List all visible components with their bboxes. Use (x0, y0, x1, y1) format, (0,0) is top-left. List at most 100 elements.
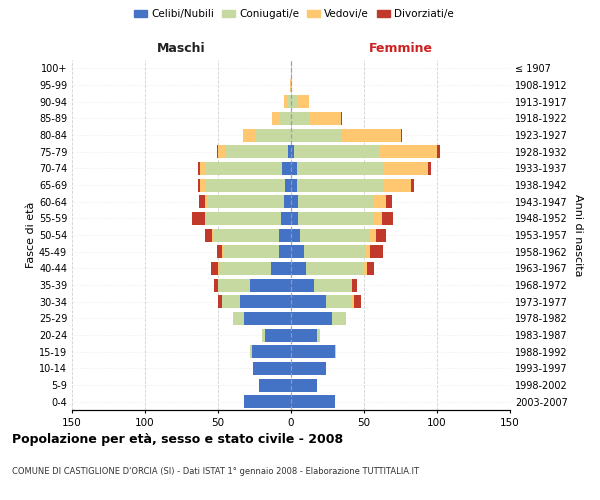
Bar (294, 145, 379, 158)
Bar (218, 145, 226, 158)
Bar (332, 312, 346, 325)
Text: Popolazione per età, sesso e stato civile - 2008: Popolazione per età, sesso e stato civil… (12, 432, 343, 446)
Bar (223, 295, 240, 308)
Bar (243, 128, 254, 141)
Bar (288, 145, 291, 158)
Bar (265, 328, 291, 342)
Bar (352, 295, 354, 308)
Bar (291, 328, 317, 342)
Bar (259, 378, 291, 392)
Bar (370, 245, 383, 258)
Bar (224, 245, 280, 258)
Bar (365, 245, 370, 258)
Bar (385, 178, 411, 192)
Bar (218, 278, 250, 291)
Bar (280, 245, 291, 258)
Bar (370, 228, 376, 241)
Bar (281, 212, 291, 225)
Bar (291, 278, 314, 291)
Bar (199, 195, 205, 208)
Text: COMUNE DI CASTIGLIONE D'ORCIA (SI) - Dati ISTAT 1° gennaio 2008 - Elaborazione T: COMUNE DI CASTIGLIONE D'ORCIA (SI) - Dat… (12, 468, 419, 476)
Y-axis label: Anni di nascita: Anni di nascita (573, 194, 583, 276)
Bar (285, 178, 291, 192)
Bar (205, 228, 212, 241)
Bar (262, 328, 265, 342)
Bar (297, 162, 385, 175)
Bar (205, 195, 208, 208)
Text: Femmine: Femmine (368, 42, 433, 55)
Bar (385, 162, 428, 175)
Bar (272, 112, 280, 125)
Bar (291, 78, 292, 92)
Bar (192, 212, 205, 225)
Bar (197, 178, 200, 192)
Bar (291, 178, 297, 192)
Bar (206, 162, 282, 175)
Bar (291, 112, 308, 125)
Bar (217, 145, 218, 158)
Bar (314, 278, 351, 291)
Bar (284, 195, 291, 208)
Bar (200, 162, 206, 175)
Bar (298, 195, 374, 208)
Bar (291, 128, 342, 141)
Bar (305, 262, 364, 275)
Bar (326, 295, 352, 308)
Bar (220, 262, 271, 275)
Bar (317, 328, 320, 342)
Bar (291, 345, 335, 358)
Bar (354, 295, 361, 308)
Bar (290, 78, 291, 92)
Bar (341, 112, 342, 125)
Bar (291, 228, 300, 241)
Bar (254, 128, 291, 141)
Bar (386, 195, 392, 208)
Bar (352, 278, 356, 291)
Bar (300, 228, 370, 241)
Bar (212, 228, 214, 241)
Bar (291, 195, 298, 208)
Bar (206, 212, 281, 225)
Bar (291, 162, 297, 175)
Bar (218, 262, 220, 275)
Bar (253, 362, 291, 375)
Bar (250, 278, 291, 291)
Bar (335, 345, 336, 358)
Bar (291, 245, 304, 258)
Bar (291, 262, 305, 275)
Bar (291, 95, 297, 108)
Bar (205, 212, 206, 225)
Bar (351, 278, 352, 291)
Bar (214, 228, 280, 241)
Bar (428, 162, 431, 175)
Bar (291, 295, 326, 308)
Bar (297, 178, 385, 192)
Bar (208, 195, 284, 208)
Bar (223, 245, 224, 258)
Bar (382, 212, 393, 225)
Bar (411, 178, 413, 192)
Bar (291, 212, 298, 225)
Bar (374, 212, 382, 225)
Bar (284, 95, 288, 108)
Bar (251, 345, 291, 358)
Bar (233, 312, 244, 325)
Bar (226, 145, 288, 158)
Bar (214, 278, 218, 291)
Bar (211, 262, 218, 275)
Bar (308, 112, 341, 125)
Bar (244, 312, 291, 325)
Bar (271, 262, 291, 275)
Bar (291, 362, 326, 375)
Bar (401, 128, 402, 141)
Bar (240, 295, 291, 308)
Bar (379, 145, 437, 158)
Bar (291, 145, 294, 158)
Legend: Celibi/Nubili, Coniugati/e, Vedovi/e, Divorziati/e: Celibi/Nubili, Coniugati/e, Vedovi/e, Di… (130, 5, 458, 24)
Bar (298, 212, 374, 225)
Bar (200, 178, 205, 192)
Bar (217, 245, 223, 258)
Bar (297, 95, 308, 108)
Bar (280, 112, 291, 125)
Bar (367, 262, 374, 275)
